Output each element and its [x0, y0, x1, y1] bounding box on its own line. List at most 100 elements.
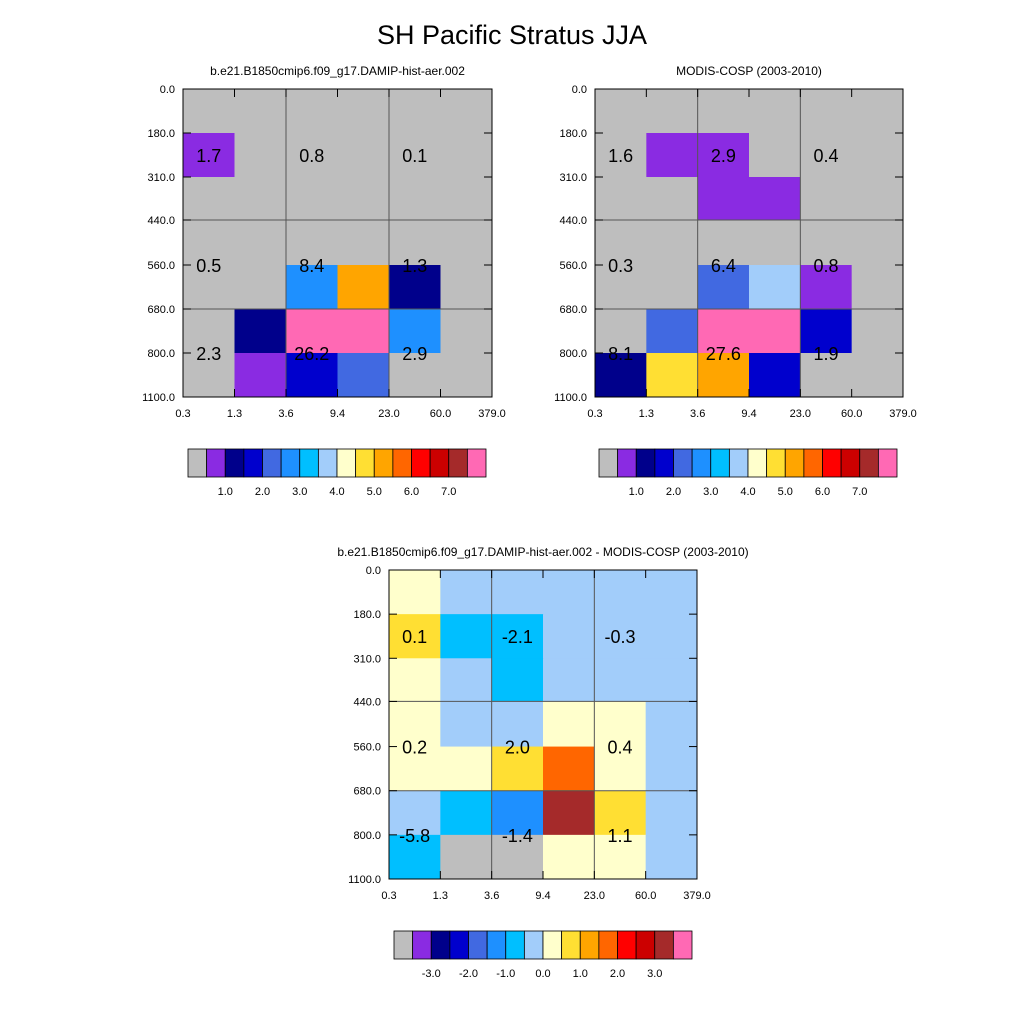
cell-model-r0-c3 — [337, 89, 390, 134]
cell-diff-r2-c0 — [389, 658, 441, 702]
cell-obs-r4-c2 — [697, 265, 750, 310]
y-tick-label-model: 680.0 — [147, 304, 175, 316]
x-tick-label-diff: 1.3 — [433, 890, 448, 902]
x-tick-label-model: 23.0 — [378, 408, 399, 420]
cell-obs-r2-c1 — [646, 177, 699, 221]
colorbar-label-obs: 5.0 — [778, 486, 793, 498]
cell-diff-r4-c3 — [543, 746, 595, 792]
y-tick-label-obs: 440.0 — [559, 215, 587, 227]
y-tick-label-diff: 0.0 — [366, 565, 381, 577]
colorbar-swatch-model — [243, 448, 263, 478]
cell-value-obs: 27.6 — [706, 344, 741, 364]
cell-model-r1-c5 — [440, 133, 493, 178]
colorbar-swatch-obs — [840, 448, 861, 478]
colorbar-swatch-diff — [505, 930, 525, 960]
cell-model-r2-c5 — [440, 177, 493, 221]
cell-model-r6-c1 — [234, 353, 287, 398]
cell-model-r4-c1 — [234, 265, 287, 310]
x-tick-label-obs: 23.0 — [790, 408, 811, 420]
cell-value-model: 0.5 — [196, 256, 221, 276]
cell-model-r4-c0 — [183, 265, 235, 310]
colorbar-swatch-diff — [468, 930, 488, 960]
colorbar-swatch-model — [392, 448, 412, 478]
colorbar-swatch-model — [466, 448, 487, 478]
cell-diff-r2-c3 — [543, 658, 595, 702]
colorbar-label-model: 7.0 — [441, 486, 456, 498]
colorbar-label-obs: 7.0 — [852, 486, 867, 498]
cell-diff-r5-c1 — [440, 790, 493, 836]
cell-obs-r3-c0 — [595, 220, 647, 266]
cell-model-r3-c0 — [183, 220, 235, 266]
cell-diff-r0-c4 — [594, 570, 647, 615]
cell-value-model: 1.7 — [196, 146, 221, 166]
cell-obs-r6-c0 — [595, 353, 647, 398]
colorbar-label-diff: 1.0 — [573, 968, 588, 980]
colorbar-label-model: 1.0 — [218, 486, 233, 498]
cell-diff-r6-c1 — [440, 834, 493, 880]
colorbar-label-obs: 4.0 — [740, 486, 755, 498]
x-tick-label-diff: 23.0 — [584, 890, 605, 902]
colorbar-label-model: 6.0 — [404, 486, 419, 498]
figure-title: SH Pacific Stratus JJA — [376, 20, 648, 50]
cell-obs-r1-c1 — [646, 133, 699, 178]
colorbar-swatch-diff — [598, 930, 618, 960]
cell-obs-r0-c0 — [595, 89, 647, 134]
cell-obs-r3-c2 — [697, 220, 750, 266]
cell-value-obs: 0.4 — [813, 146, 838, 166]
colorbar-swatch-diff — [635, 930, 656, 960]
y-tick-label-model: 180.0 — [147, 128, 175, 140]
colorbar-swatch-diff — [486, 930, 507, 960]
colorbar-label-model: 5.0 — [367, 486, 382, 498]
y-tick-label-model: 1100.0 — [142, 392, 175, 404]
cell-model-r5-c3 — [337, 309, 390, 354]
cell-value-obs: 0.8 — [813, 256, 838, 276]
y-tick-label-model: 310.0 — [147, 172, 175, 184]
colorbar-swatch-obs — [747, 448, 768, 478]
cell-value-diff: 2.0 — [505, 738, 530, 758]
cell-obs-r6-c1 — [646, 353, 699, 398]
cell-value-obs: 2.9 — [711, 146, 736, 166]
y-tick-label-obs: 680.0 — [559, 304, 587, 316]
cell-obs-r0-c2 — [697, 89, 750, 134]
cell-diff-r0-c0 — [389, 570, 441, 615]
cell-model-r2-c2 — [286, 177, 338, 221]
cell-model-r0-c4 — [389, 89, 441, 134]
x-tick-label-obs: 0.3 — [587, 408, 602, 420]
cell-value-model: 8.4 — [299, 256, 324, 276]
y-tick-label-diff: 560.0 — [353, 742, 381, 754]
cell-diff-r3-c2 — [491, 701, 544, 748]
cell-model-r0-c2 — [286, 89, 338, 134]
cell-value-diff: 0.2 — [402, 738, 427, 758]
cell-diff-r4-c1 — [440, 746, 493, 792]
colorbar-swatch-obs — [598, 448, 619, 478]
panel-title-diff: b.e21.B1850cmip6.f09_g17.DAMIP-hist-aer.… — [337, 545, 748, 559]
cell-model-r2-c3 — [337, 177, 390, 221]
x-tick-label-diff: 0.3 — [381, 890, 396, 902]
colorbar-swatch-obs — [728, 448, 749, 478]
colorbar-label-diff: -2.0 — [459, 968, 478, 980]
cell-model-r3-c3 — [337, 220, 390, 266]
cell-model-r3-c2 — [286, 220, 338, 266]
colorbar-swatch-diff — [430, 930, 451, 960]
cell-obs-r4-c4 — [800, 265, 853, 310]
cell-model-r5-c5 — [440, 309, 493, 354]
colorbar-swatch-diff — [654, 930, 674, 960]
x-tick-label-diff: 60.0 — [635, 890, 656, 902]
cell-obs-r4-c0 — [595, 265, 647, 310]
cell-model-r4-c2 — [286, 265, 338, 310]
cell-model-r6-c3 — [337, 353, 390, 398]
cell-obs-r1-c0 — [595, 133, 647, 178]
cell-model-r3-c1 — [234, 220, 287, 266]
cell-obs-r5-c5 — [851, 309, 904, 354]
cell-obs-r0-c5 — [851, 89, 904, 134]
y-tick-label-model: 0.0 — [160, 84, 175, 96]
cell-obs-r2-c4 — [800, 177, 853, 221]
cell-obs-r2-c3 — [749, 177, 801, 221]
cell-obs-r1-c3 — [749, 133, 801, 178]
colorbar-label-diff: 3.0 — [647, 968, 662, 980]
colorbar-swatch-diff — [617, 930, 637, 960]
cell-model-r4-c5 — [440, 265, 493, 310]
cell-diff-r5-c3 — [543, 790, 595, 836]
cell-obs-r2-c0 — [595, 177, 647, 221]
